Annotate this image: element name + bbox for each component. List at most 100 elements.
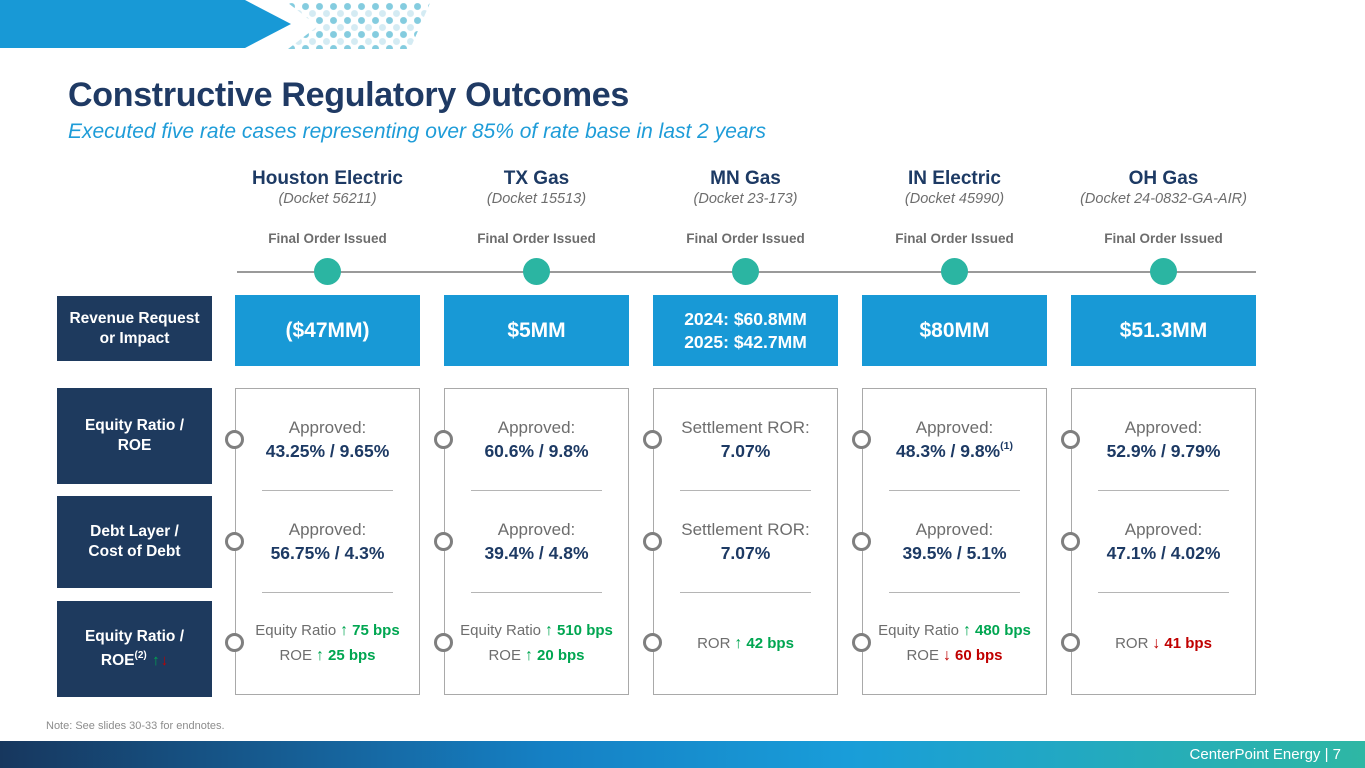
equity-roe-cell: Approved: 48.3% / 9.8%(1) [863,389,1046,490]
utility-name: TX Gas [503,168,570,189]
footer-bar: CenterPoint Energy | 7 [0,741,1365,768]
revenue-value: $5MM [507,318,566,342]
change-value: 60 bps [954,647,1003,664]
cell-label: Approved: [915,519,994,539]
connector-ring [643,429,662,449]
column-oh-gas: OH Gas (Docket 24-0832-GA-AIR) Final Ord… [1061,168,1256,708]
header-dots-pattern [288,3,430,49]
timeline-milestone-dot [314,258,341,285]
cell-value-text: 52.9% / 9.79% [1106,440,1221,461]
debt-layer-cell: Approved: 56.75% / 4.3% [236,491,419,592]
divider [888,490,1021,491]
down-arrow-icon: ↓ [1152,634,1161,652]
cell-value: 60.6% / 9.8% [484,441,588,462]
change-line: ROR ↑ 42 bps [697,633,794,655]
divider [1097,490,1230,491]
revenue-value: $80MM [919,318,990,342]
divider [261,592,394,593]
row-label-line: Equity Ratio / [84,627,185,645]
detail-box: Approved: 43.25% / 9.65% Approved: 56.75… [225,388,420,695]
change-label: ROE [488,647,521,664]
connector-ring [225,531,244,551]
cell-value: 7.07% [721,441,771,462]
changes-cell: Equity Ratio ↑ 75 bps ROE ↑ 25 bps [236,593,419,694]
detail-box: Settlement ROR: 7.07% Settlement ROR: 7.… [643,388,838,695]
equity-roe-cell: Approved: 43.25% / 9.65% [236,389,419,490]
change-label: ROR [1115,634,1149,652]
cell-value-text: 7.07% [720,440,771,461]
cell-label: Approved: [288,417,367,437]
cell-value-text: 39.4% / 4.8% [484,542,589,563]
down-arrow-icon: ↓ [160,652,169,670]
final-order-status: Final Order Issued [1104,231,1223,246]
revenue-box: $51.3MM [1071,295,1256,366]
row-label-line: ROE(2) ↑↓ [101,647,168,671]
divider [1097,592,1230,593]
connector-ring [434,633,453,653]
cell-value: 39.4% / 4.8% [484,543,588,564]
page-subtitle: Executed five rate cases representing ov… [68,120,767,143]
docket-number: (Docket 56211) [278,191,377,207]
connector-ring [852,429,871,449]
divider [888,592,1021,593]
debt-layer-cell: Settlement ROR: 7.07% [654,491,837,592]
change-line: ROE ↑ 20 bps [488,645,584,667]
connector-ring [225,633,244,653]
change-line: ROR ↓ 41 bps [1115,633,1212,655]
row-label-line: Revenue Request [69,309,200,327]
change-label: Equity Ratio [878,622,959,639]
footer-brand-page: CenterPoint Energy | 7 [1189,746,1341,763]
changes-cell: ROR ↓ 41 bps [1072,593,1255,694]
change-value: 510 bps [557,622,613,639]
timeline-milestone-dot [732,258,759,285]
change-label: ROE [279,647,312,664]
row-label-debt-layer: Debt Layer / Cost of Debt [57,496,212,588]
change-line: Equity Ratio ↑ 510 bps [460,620,613,642]
down-arrow-icon: ↓ [942,647,951,664]
revenue-value: $51.3MM [1119,318,1208,342]
final-order-status: Final Order Issued [895,231,1014,246]
divider [261,490,394,491]
revenue-value: 2025: $42.7MM [684,331,807,352]
change-label: ROR [697,634,731,652]
cell-value-text: 48.3% / 9.8% [896,440,1001,461]
row-label-text: ROE [100,652,135,670]
cell-value: 48.3% / 9.8%(1) [896,440,1013,462]
row-label-line: Equity Ratio / [84,417,185,434]
up-arrow-icon: ↑ [545,622,553,639]
up-arrow-icon: ↑ [152,652,160,670]
change-line: Equity Ratio ↑ 75 bps [255,620,399,642]
equity-roe-cell: Approved: 52.9% / 9.79% [1072,389,1255,490]
cell-value-text: 47.1% / 4.02% [1106,542,1221,563]
footnote-sup: (2) [134,649,147,661]
final-order-status: Final Order Issued [686,231,805,246]
equity-roe-cell: Approved: 60.6% / 9.8% [445,389,628,490]
cell-value: 43.25% / 9.65% [266,441,390,462]
cell-value: 52.9% / 9.79% [1107,441,1221,462]
cell-label: Approved: [497,519,576,539]
divider [679,490,812,491]
up-arrow-icon: ↑ [340,622,349,639]
row-label-equity-roe-change: Equity Ratio / ROE(2) ↑↓ [57,601,212,697]
utility-name: OH Gas [1128,168,1199,189]
cell-value: 56.75% / 4.3% [271,543,385,564]
change-line: ROE ↑ 25 bps [279,645,375,667]
timeline-milestone-dot [523,258,550,285]
docket-number: (Docket 24-0832-GA-AIR) [1080,191,1247,207]
divider [470,592,603,593]
row-label-line: ROE [117,437,152,454]
change-label: Equity Ratio [255,622,337,639]
cell-label: Approved: [497,417,576,437]
cell-label: Approved: [288,519,367,539]
cell-label: Settlement ROR: [681,519,810,539]
docket-number: (Docket 45990) [904,191,1005,207]
timeline-milestone-dot [941,258,968,285]
change-value: 480 bps [975,622,1031,639]
row-label-revenue-request: Revenue Request or Impact [57,296,212,361]
header-arrow-banner [0,0,291,48]
divider [679,592,812,593]
change-line: Equity Ratio ↑ 480 bps [878,620,1031,642]
debt-layer-cell: Approved: 39.5% / 5.1% [863,491,1046,592]
connector-ring [434,429,453,449]
detail-box: Approved: 48.3% / 9.8%(1) Approved: 39.5… [852,388,1047,695]
